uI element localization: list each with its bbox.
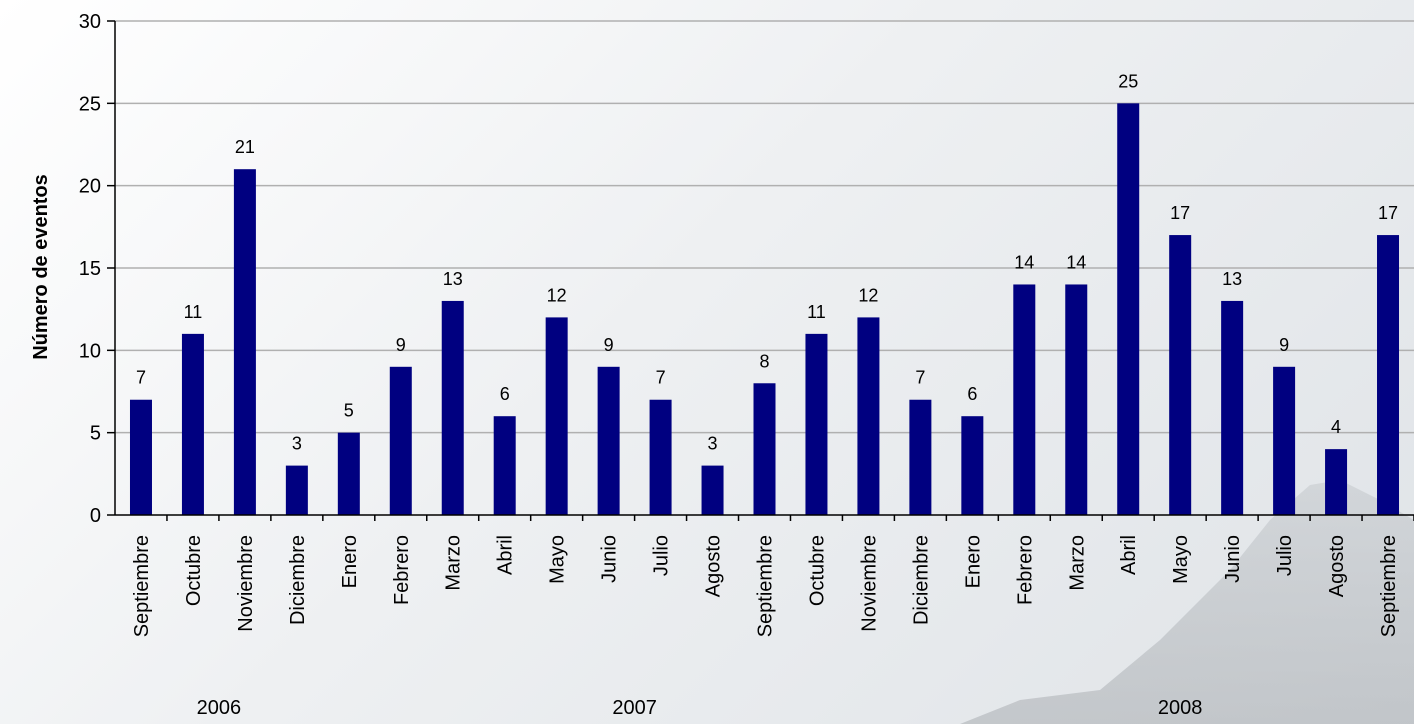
bar <box>129 399 152 515</box>
bar <box>857 317 880 515</box>
x-tick-label: Octubre <box>183 535 205 606</box>
x-tick-label: Septiembre <box>755 535 777 637</box>
year-group-label: 2007 <box>612 697 657 719</box>
y-tick-label: 10 <box>79 340 101 362</box>
data-label: 14 <box>1014 252 1034 272</box>
data-label: 9 <box>604 335 614 355</box>
y-axis-title: Número de eventos <box>30 174 52 360</box>
x-tick-label: Julio <box>651 535 673 576</box>
bars <box>129 103 1400 516</box>
x-tick-label: Junio <box>1222 535 1244 583</box>
data-label: 14 <box>1066 252 1086 272</box>
x-tick-label: Junio <box>599 535 621 583</box>
data-label: 25 <box>1118 71 1138 91</box>
y-tick-label: 25 <box>79 93 101 115</box>
x-tick-label: Enero <box>339 535 361 588</box>
data-label: 11 <box>184 302 203 322</box>
x-tick-label: Abril <box>1118 535 1140 575</box>
bar <box>1273 366 1296 515</box>
x-tick-label: Septiembre <box>1378 535 1400 637</box>
data-label: 3 <box>708 434 718 454</box>
data-label: 6 <box>500 384 510 404</box>
data-label: 12 <box>547 285 567 305</box>
bar <box>909 399 932 515</box>
data-label: 5 <box>344 401 354 421</box>
bar <box>337 432 360 515</box>
data-label: 13 <box>1222 269 1242 289</box>
bar <box>441 300 464 515</box>
data-label: 7 <box>656 368 666 388</box>
x-tick-label: Noviembre <box>235 535 257 632</box>
x-tick-label: Septiembre <box>131 535 153 637</box>
bar <box>1065 284 1088 515</box>
y-tick-label: 30 <box>79 11 101 33</box>
bar <box>961 416 984 515</box>
x-tick-label: Diciembre <box>910 535 932 625</box>
data-label: 7 <box>136 368 146 388</box>
x-tick-label: Octubre <box>806 535 828 606</box>
x-tick-label: Febrero <box>391 535 413 605</box>
bar <box>597 366 620 515</box>
x-tick-label: Diciembre <box>287 535 309 625</box>
data-label: 21 <box>235 137 255 157</box>
bar <box>233 169 256 515</box>
data-label: 11 <box>807 302 826 322</box>
bar <box>1117 103 1140 515</box>
bar <box>389 366 412 515</box>
bar <box>649 399 672 515</box>
bar <box>805 333 828 515</box>
y-tick-label: 0 <box>90 505 101 527</box>
data-label: 6 <box>967 384 977 404</box>
x-tick-label: Agosto <box>703 535 725 597</box>
x-tick-label: Abril <box>495 535 517 575</box>
bar <box>1013 284 1036 515</box>
x-tick-label: Mayo <box>547 535 569 584</box>
bar <box>1325 449 1348 515</box>
year-group-label: 2008 <box>1158 697 1203 719</box>
y-tick-label: 5 <box>90 423 101 445</box>
bar <box>701 465 724 515</box>
data-label: 13 <box>443 269 463 289</box>
data-label: 17 <box>1378 203 1398 223</box>
bar <box>1169 235 1192 516</box>
x-tick-label: Julio <box>1274 535 1296 576</box>
bar <box>1377 235 1400 516</box>
bar <box>753 383 776 515</box>
bar <box>493 416 516 515</box>
data-label: 7 <box>915 368 925 388</box>
data-label: 17 <box>1170 203 1190 223</box>
y-tick-label: 15 <box>79 258 101 280</box>
bar <box>181 333 204 515</box>
x-tick-label: Marzo <box>1066 535 1088 591</box>
axes: 0 5 10 15 20 25 30 Septiembre Octubre Noviembre Di… <box>79 11 1414 719</box>
x-tick-label: Mayo <box>1170 535 1192 584</box>
data-label: 9 <box>396 335 406 355</box>
data-label: 12 <box>858 285 878 305</box>
bar <box>285 465 308 515</box>
year-group-label: 2006 <box>197 697 242 719</box>
x-tick-label: Marzo <box>443 535 465 591</box>
x-tick-label: Enero <box>962 535 984 588</box>
y-tick-label: 20 <box>79 176 101 198</box>
data-label: 4 <box>1331 417 1341 437</box>
x-tick-label: Noviembre <box>858 535 880 632</box>
bar <box>1221 300 1244 515</box>
x-tick-label: Febrero <box>1014 535 1036 605</box>
data-label: 9 <box>1279 335 1289 355</box>
bar <box>545 317 568 515</box>
x-tick-label: Agosto <box>1326 535 1348 597</box>
background-pyramid-image <box>960 480 1414 724</box>
data-label: 8 <box>759 351 769 371</box>
data-label: 3 <box>292 434 302 454</box>
data-labels: 7 11 21 3 5 9 13 6 12 9 7 3 8 11 12 7 6 14 14 25 17 13 9 4 17 <box>136 71 1398 453</box>
